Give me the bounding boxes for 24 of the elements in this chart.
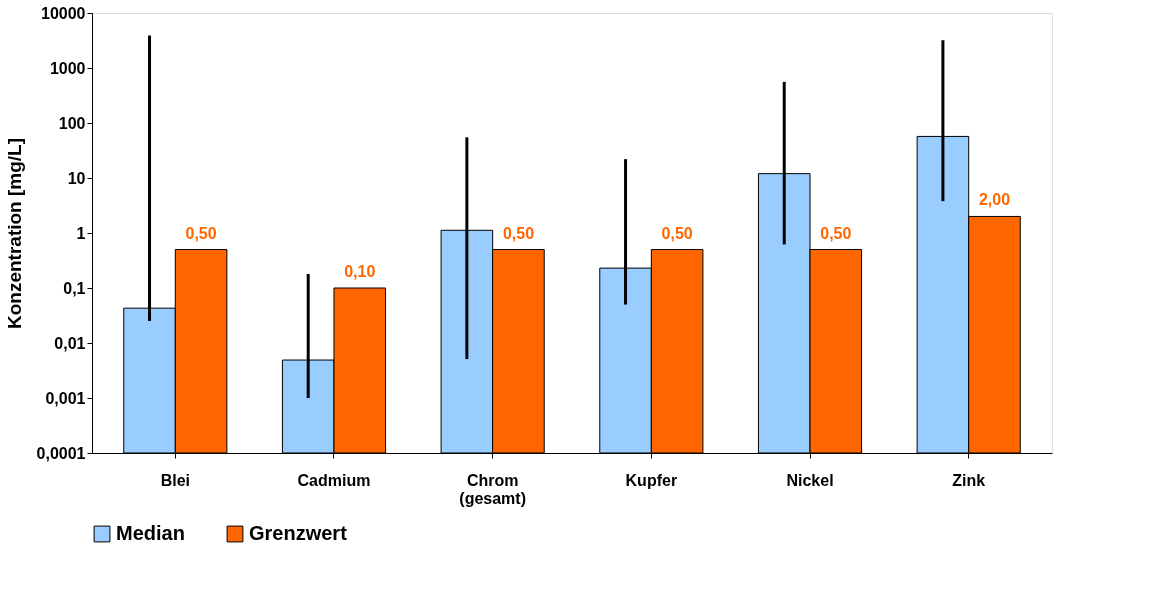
data-label: 0,50 bbox=[502, 224, 535, 242]
data-label: 0,10 bbox=[344, 263, 376, 280]
y-tick-label: 0,0001 bbox=[36, 444, 86, 462]
data-label: 0,50 bbox=[661, 224, 693, 242]
legend-label: Median bbox=[116, 522, 185, 544]
y-tick-label: 10000 bbox=[41, 4, 86, 22]
x-tick-label: Chrom (gesamt) bbox=[459, 471, 526, 507]
data-label: 0,50 bbox=[185, 224, 217, 242]
legend-label: Grenzwert bbox=[249, 522, 348, 544]
y-tick-label: 100 bbox=[58, 114, 86, 132]
x-tick-label: Cadmium bbox=[297, 471, 371, 489]
y-tick-label: 0,01 bbox=[54, 334, 86, 352]
y-tick-label: 1 bbox=[76, 224, 86, 242]
x-tick-label: Blei bbox=[160, 471, 190, 489]
y-tick-label: 0,1 bbox=[63, 279, 86, 297]
x-tick-label: Nickel bbox=[786, 471, 834, 489]
x-tick-label: Zink bbox=[952, 471, 986, 489]
y-tick-label: 1000 bbox=[49, 59, 86, 77]
data-label: 2,00 bbox=[978, 191, 1011, 209]
y-axis-title: Konzentration [mg/L] bbox=[3, 137, 25, 330]
y-tick-label: 10 bbox=[67, 169, 86, 187]
y-tick-label: 0,001 bbox=[45, 389, 86, 407]
data-label: 0,50 bbox=[820, 224, 852, 242]
x-tick-label: Kupfer bbox=[625, 471, 678, 489]
